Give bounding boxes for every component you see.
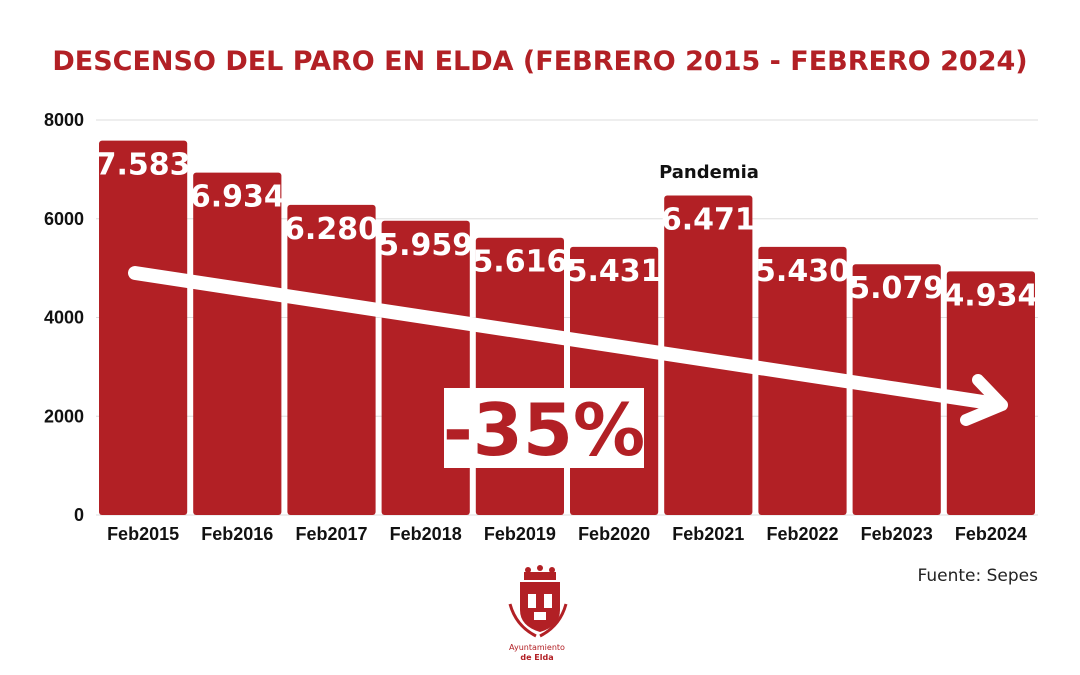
x-tick-label: Feb2016: [201, 524, 273, 544]
bar-value-label: 6.934: [190, 180, 285, 215]
x-axis: Feb2015 Feb2016 Feb2017 Feb2018 Feb2019 Feb20…: [107, 524, 1027, 544]
x-tick-label: Feb2018: [390, 524, 462, 544]
x-tick-label: Feb2024: [955, 524, 1027, 544]
bar-value-label: 5.079: [849, 271, 944, 306]
x-tick-label: Feb2022: [766, 524, 838, 544]
bar-value-label: 5.959: [378, 228, 473, 263]
trend-arrow: [128, 266, 1008, 426]
logo-line-1: Ayuntamiento: [509, 643, 565, 652]
x-tick-label: Feb2021: [672, 524, 744, 544]
bar-value-label: 6.471: [661, 202, 756, 237]
percent-change: -35%: [443, 388, 645, 472]
y-tick-label: 6000: [44, 209, 84, 229]
bar-value-label: 5.431: [567, 254, 662, 289]
bar-feb2016: [193, 172, 282, 516]
pandemic-annotation: Pandemia: [659, 162, 759, 183]
percent-change-box: -35%: [443, 388, 645, 472]
chart-title: DESCENSO DEL PARO EN ELDA (FEBRERO 2015 …: [52, 46, 1027, 77]
y-tick-label: 8000: [44, 110, 84, 130]
x-tick-label: Feb2015: [107, 524, 179, 544]
bar-value-label: 5.616: [472, 245, 567, 280]
city-logo: Ayuntamiento de Elda: [508, 565, 568, 662]
bar-feb2015: [99, 140, 188, 516]
x-tick-label: Feb2019: [484, 524, 556, 544]
x-tick-label: Feb2020: [578, 524, 650, 544]
bar-value-label: 5.430: [755, 254, 850, 289]
bar-value-label: 4.934: [943, 278, 1038, 313]
coat-of-arms-icon: [508, 565, 568, 638]
y-axis: 0 2000 4000 6000 8000: [44, 110, 84, 525]
bar-feb2017: [287, 204, 376, 516]
y-tick-label: 4000: [44, 308, 84, 328]
bar-value-label: 7.583: [96, 148, 191, 183]
y-tick-label: 0: [74, 505, 84, 525]
x-tick-label: Feb2023: [861, 524, 933, 544]
x-tick-label: Feb2017: [295, 524, 367, 544]
bar-value-label: 6.280: [284, 212, 379, 247]
bars: [99, 140, 1035, 516]
y-tick-label: 2000: [44, 406, 84, 426]
logo-line-2: de Elda: [520, 653, 553, 662]
source-note: Fuente: Sepes: [918, 566, 1039, 586]
